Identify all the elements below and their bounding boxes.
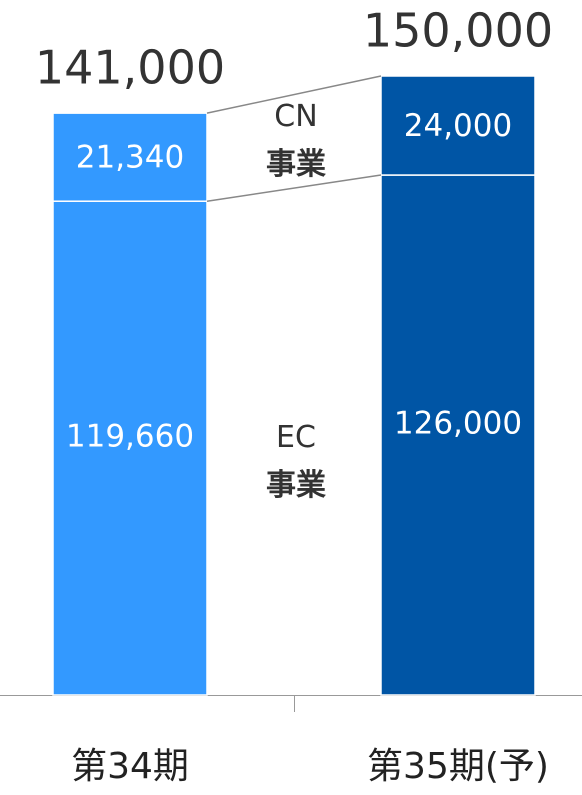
bar-segment: [52, 200, 208, 696]
segment-label: 119,660: [66, 419, 194, 455]
series-label: EC 事業: [266, 419, 326, 503]
series-label: CN 事業: [266, 99, 326, 183]
bar-segment: [52, 112, 208, 202]
x-tick-label: 第35期(予): [367, 746, 549, 787]
segment-label: 21,340: [76, 140, 184, 176]
total-label: 150,000: [363, 4, 553, 58]
total-label: 141,000: [35, 41, 225, 95]
segment-label: 126,000: [394, 406, 522, 442]
bar-segment: [380, 174, 536, 696]
segment-label: 24,000: [404, 108, 512, 144]
x-tick-label: 第34期: [71, 746, 189, 787]
connector: [206, 174, 382, 202]
connector: [206, 75, 382, 114]
bar-segment: [380, 75, 536, 176]
